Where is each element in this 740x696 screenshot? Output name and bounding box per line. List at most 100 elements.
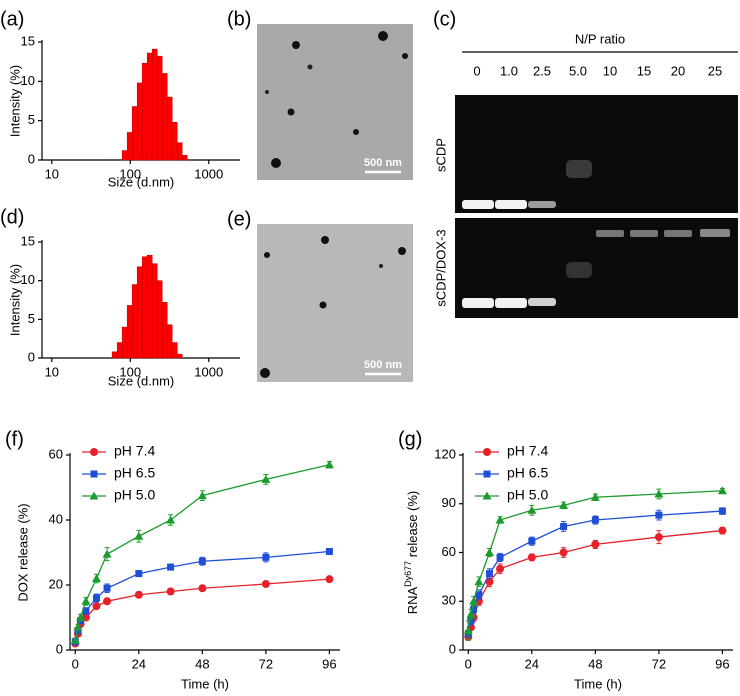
series-line xyxy=(467,490,723,631)
y-tick-label: 15 xyxy=(21,33,35,48)
marker xyxy=(527,505,537,514)
y-tick-label: 120 xyxy=(434,446,456,461)
band xyxy=(528,298,556,306)
band xyxy=(495,200,527,209)
marker xyxy=(92,594,100,602)
particle xyxy=(378,31,388,41)
marker xyxy=(495,515,505,524)
x-tick-label: 0 xyxy=(72,656,79,671)
y-label-sup: Dy677 xyxy=(403,561,413,587)
marker xyxy=(474,577,484,586)
lane-label: 10 xyxy=(603,63,617,78)
band xyxy=(528,201,556,208)
marker xyxy=(262,553,270,561)
marker xyxy=(655,511,663,519)
y-tick-label: 60 xyxy=(442,544,456,559)
y-tick-label: 15 xyxy=(21,233,35,248)
marker xyxy=(167,563,175,571)
marker xyxy=(528,537,536,545)
marker xyxy=(92,602,101,611)
marker xyxy=(103,584,111,592)
tem-image xyxy=(257,224,413,382)
particle xyxy=(402,53,408,59)
marker xyxy=(261,580,270,589)
x-axis-label: Time (h) xyxy=(181,676,229,691)
histogram-bar xyxy=(151,48,158,161)
histogram-bar xyxy=(141,62,148,161)
histogram-bar xyxy=(126,305,133,359)
legend-label: pH 7.4 xyxy=(114,443,155,459)
particle xyxy=(398,247,406,255)
legend-marker xyxy=(90,448,98,456)
legend-marker xyxy=(483,470,491,478)
marker xyxy=(82,607,90,615)
legend-label: pH 6.5 xyxy=(507,465,548,481)
lane-label: 15 xyxy=(637,63,651,78)
legend-marker xyxy=(90,470,98,478)
x-axis-label: Size (d.nm) xyxy=(108,174,174,189)
tem-image xyxy=(257,24,413,180)
marker xyxy=(560,523,568,530)
gel-panel xyxy=(455,95,738,213)
panel-label: (a) xyxy=(0,8,24,30)
gel-image xyxy=(455,51,738,318)
y-tick-label: 0 xyxy=(28,349,35,364)
band xyxy=(566,160,592,178)
histogram-bar xyxy=(136,266,143,359)
marker xyxy=(718,507,726,515)
histogram-bar xyxy=(146,52,153,161)
histogram-bar xyxy=(121,326,128,359)
marker xyxy=(166,587,175,596)
marker xyxy=(470,605,478,613)
marker xyxy=(591,540,600,549)
y-tick-label: 10 xyxy=(21,272,35,287)
y-tick-label: 20 xyxy=(49,576,63,591)
y-axis-label: Intensity (%) xyxy=(7,264,22,336)
marker xyxy=(261,474,271,483)
histogram-bar xyxy=(156,280,163,359)
marker xyxy=(475,591,483,599)
marker xyxy=(166,515,176,524)
panel-label: (g) xyxy=(398,428,422,450)
marker xyxy=(718,526,727,535)
marker xyxy=(70,635,80,644)
marker xyxy=(135,570,143,578)
y-label-base: RNA xyxy=(405,586,420,614)
marker xyxy=(466,609,476,618)
x-tick-label: 100 xyxy=(119,364,141,379)
x-tick-label: 10 xyxy=(45,166,59,181)
y-tick-label: 40 xyxy=(49,511,63,526)
histogram-bar xyxy=(161,73,168,161)
x-tick-label: 24 xyxy=(132,656,146,671)
marker xyxy=(197,491,207,500)
marker xyxy=(134,590,143,599)
particle xyxy=(292,41,300,49)
histogram-bar xyxy=(176,142,183,161)
x-tick-label: 0 xyxy=(465,656,472,671)
x-tick-label: 1000 xyxy=(194,364,223,379)
panel-label: (d) xyxy=(0,206,24,228)
y-tick-label: 0 xyxy=(449,641,456,656)
lane-label: 25 xyxy=(708,63,722,78)
panel-label: (c) xyxy=(433,8,456,30)
marker xyxy=(198,584,207,593)
marker xyxy=(496,564,505,573)
histogram-bar xyxy=(141,256,148,359)
x-axis-label: Size (d.nm) xyxy=(108,373,174,388)
histogram-bar xyxy=(176,353,183,359)
particle xyxy=(260,368,270,378)
marker xyxy=(654,533,663,542)
marker xyxy=(467,617,475,625)
histogram-bar xyxy=(126,132,133,161)
marker xyxy=(73,622,83,631)
legend-label: pH 7.4 xyxy=(507,443,548,459)
y-tick-label: 5 xyxy=(28,112,35,127)
marker xyxy=(325,575,334,584)
legend-marker xyxy=(89,491,99,500)
band xyxy=(462,200,494,209)
x-tick-label: 48 xyxy=(588,656,602,671)
image-background xyxy=(257,224,413,382)
lane-label: 2.5 xyxy=(533,63,551,78)
legend-label: pH 5.0 xyxy=(114,487,155,503)
